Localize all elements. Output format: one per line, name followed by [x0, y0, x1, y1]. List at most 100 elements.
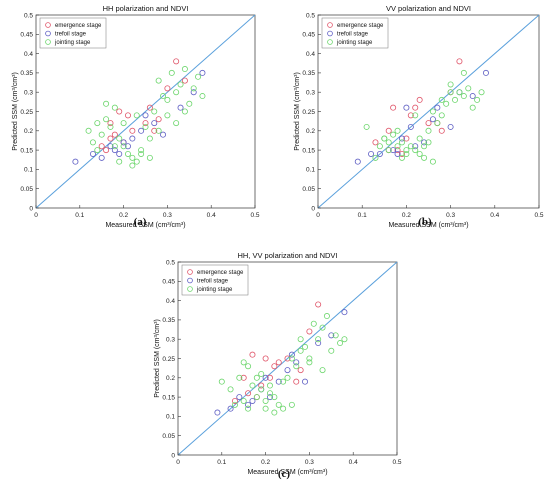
- point-jointing: [447, 81, 454, 88]
- point-emergence: [315, 301, 322, 308]
- figure-caption: (b): [418, 216, 432, 228]
- y-tick-label: 0: [171, 452, 175, 459]
- point-trefoil: [412, 143, 419, 150]
- point-trefoil: [266, 394, 273, 401]
- chart-title: HH, VV polarization and NDVI: [237, 251, 337, 260]
- point-jointing: [164, 96, 171, 103]
- x-tick-label: 0.2: [261, 459, 270, 466]
- point-emergence: [284, 355, 291, 362]
- point-emergence: [146, 104, 153, 111]
- x-tick-label: 0.4: [349, 459, 358, 466]
- point-jointing: [478, 89, 485, 96]
- point-jointing: [460, 93, 467, 100]
- point-jointing: [116, 135, 123, 142]
- point-jointing: [328, 347, 335, 354]
- x-tick-label: 0.1: [75, 212, 84, 219]
- point-jointing: [474, 96, 481, 103]
- point-jointing: [403, 150, 410, 157]
- point-jointing: [253, 374, 260, 381]
- point-jointing: [280, 378, 287, 385]
- point-jointing: [429, 158, 436, 165]
- legend-label: trefoil stage: [55, 32, 87, 38]
- point-jointing: [394, 143, 401, 150]
- chart-title: VV polarization and NDVI: [386, 4, 471, 13]
- point-jointing: [398, 139, 405, 146]
- x-tick-label: 0.4: [490, 212, 499, 219]
- point-emergence: [155, 116, 162, 123]
- point-trefoil: [142, 112, 149, 119]
- point-jointing: [421, 143, 428, 150]
- point-emergence: [173, 58, 180, 65]
- x-tick-label: 0.3: [305, 459, 314, 466]
- point-jointing: [434, 120, 441, 127]
- y-tick-label: 0.5: [306, 12, 315, 19]
- point-jointing: [236, 374, 243, 381]
- x-tick-label: 0.5: [250, 212, 259, 219]
- point-jointing: [173, 120, 180, 127]
- y-axis-label: Predicted SSM (cm³/cm³): [12, 72, 19, 151]
- legend-marker-emergence: [45, 22, 51, 28]
- point-jointing: [293, 363, 300, 370]
- y-tick-label: 0.35: [20, 70, 33, 77]
- y-tick-label: 0.5: [166, 259, 175, 266]
- point-emergence: [372, 139, 379, 146]
- point-jointing: [129, 162, 136, 169]
- legend-label: jointing stage: [196, 287, 233, 293]
- point-jointing: [376, 143, 383, 150]
- point-jointing: [124, 150, 131, 157]
- point-emergence: [262, 355, 269, 362]
- point-jointing: [258, 370, 265, 377]
- legend-marker-jointing: [45, 39, 51, 45]
- point-jointing: [271, 394, 278, 401]
- y-tick-label: 0.3: [306, 90, 315, 97]
- point-jointing: [469, 104, 476, 111]
- y-tick-label: 0.05: [162, 433, 175, 440]
- point-emergence: [394, 147, 401, 154]
- point-emergence: [438, 127, 445, 134]
- point-jointing: [319, 367, 326, 374]
- x-axis-label: Measured SSM (cm³/cm³): [105, 222, 185, 229]
- point-jointing: [245, 405, 252, 412]
- point-trefoil: [190, 89, 197, 96]
- point-jointing: [456, 89, 463, 96]
- point-emergence: [425, 120, 432, 127]
- y-tick-label: 0.3: [24, 90, 33, 97]
- legend-box: [181, 264, 249, 296]
- point-jointing: [381, 135, 388, 142]
- point-trefoil: [107, 143, 114, 150]
- point-trefoil: [227, 405, 234, 412]
- x-tick-label: 0: [316, 212, 320, 219]
- y-tick-label: 0.05: [20, 186, 33, 193]
- point-jointing: [195, 73, 202, 80]
- point-jointing: [227, 386, 234, 393]
- point-jointing: [465, 85, 472, 92]
- point-trefoil: [368, 150, 375, 157]
- point-jointing: [284, 374, 291, 381]
- point-trefoil: [398, 135, 405, 142]
- point-emergence: [240, 374, 247, 381]
- point-trefoil: [434, 104, 441, 111]
- point-emergence: [407, 112, 414, 119]
- point-jointing: [297, 336, 304, 343]
- legend-marker-emergence: [327, 22, 333, 28]
- legend-label: trefoil stage: [197, 279, 229, 285]
- legend-label: jointing stage: [336, 40, 373, 46]
- point-jointing: [412, 112, 419, 119]
- x-tick-label: 0: [34, 212, 38, 219]
- x-tick-label: 0: [176, 459, 180, 466]
- x-axis-label: Measured SSM (cm³/cm³): [247, 469, 327, 476]
- point-emergence: [385, 127, 392, 134]
- point-jointing: [111, 104, 118, 111]
- point-trefoil: [116, 150, 123, 157]
- y-tick-label: 0.25: [20, 109, 33, 116]
- point-emergence: [390, 104, 397, 111]
- point-trefoil: [447, 123, 454, 130]
- point-jointing: [271, 409, 278, 416]
- point-jointing: [438, 112, 445, 119]
- point-jointing: [443, 100, 450, 107]
- point-emergence: [107, 135, 114, 142]
- point-emergence: [164, 85, 171, 92]
- point-trefoil: [214, 409, 221, 416]
- y-tick-label: 0.1: [24, 167, 33, 174]
- point-jointing: [155, 77, 162, 84]
